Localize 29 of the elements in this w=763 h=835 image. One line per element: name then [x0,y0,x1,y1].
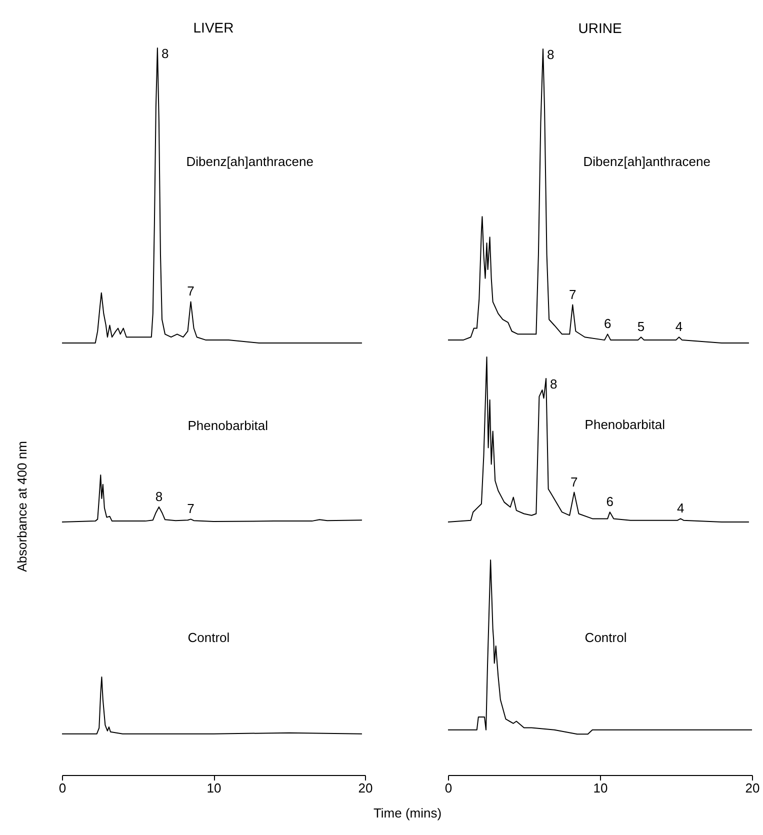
annotation: 7 [187,501,194,516]
annotation: 8 [155,488,163,504]
x-tick-label: 0 [58,780,66,796]
annotation: Dibenz[ah]anthracene [186,154,314,169]
x-tick-label: 10 [593,780,608,796]
x-tick-label: 20 [745,780,760,796]
x-tick-label: 20 [358,780,373,796]
annotation: 7 [187,284,194,299]
annotation: Dibenz[ah]anthracene [583,154,710,169]
x-tick-label: 10 [206,780,222,796]
annotation: 4 [676,500,684,516]
annotation: 6 [604,316,612,332]
annotation: Phenobarbital [584,417,666,432]
annotation: 7 [570,474,578,490]
chart-title: URINE [578,20,622,36]
annotation: 5 [637,319,645,334]
y-axis-title: Absorbance at 400 nm [14,441,30,572]
text: Control [188,630,230,645]
x-tick-label: 0 [444,780,452,796]
chart-title: LIVER [193,20,234,36]
annotation: 8 [161,46,169,61]
x-axis-title: Time (mins) [373,806,442,820]
annotation: 4 [675,319,683,334]
annotation: Control [584,630,627,645]
annotation: 7 [569,286,576,302]
annotation: 6 [606,494,614,510]
annotation: 8 [547,47,554,62]
annotation: 8 [550,376,558,392]
text: Phenobarbital [188,418,268,433]
